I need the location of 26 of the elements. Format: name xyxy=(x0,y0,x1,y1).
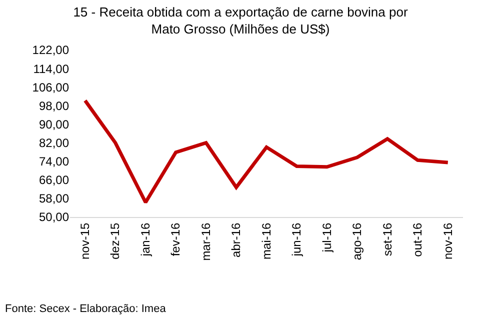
y-tick-label: 66,00 xyxy=(38,173,70,188)
y-tick-label: 58,00 xyxy=(38,192,70,206)
x-tick-label: jun-16 xyxy=(290,222,304,258)
y-tick-label: 106,00 xyxy=(32,80,70,94)
y-tick-label: 114,00 xyxy=(33,62,70,76)
y-tick-label: 90,00 xyxy=(38,117,70,132)
y-tick-label: 82,00 xyxy=(38,136,70,150)
x-tick-label: jul-16 xyxy=(320,222,334,254)
x-tick-label: abr-16 xyxy=(229,222,244,258)
x-tick-label: ago-16 xyxy=(350,222,364,260)
line-series xyxy=(83,98,450,204)
x-tick-label: jan-16 xyxy=(138,222,152,258)
x-tick-label: set-16 xyxy=(380,222,394,256)
y-tick-label: 50,00 xyxy=(38,210,70,224)
chart-title: 15 - Receita obtida com a exportação de carne bovina por Mato Grosso (Milhões de US$) xyxy=(73,4,408,36)
x-tick-label: out-16 xyxy=(410,222,425,257)
x-tick-label: dez-15 xyxy=(108,222,122,260)
x-tick-label: nov-15 xyxy=(78,222,92,260)
x-tick-label: mar-16 xyxy=(198,222,213,261)
source-note: Fonte: Secex - Elaboração: Imea xyxy=(5,303,167,315)
y-tick-label: 98,00 xyxy=(38,98,70,113)
y-tick-label: 74,00 xyxy=(38,154,70,169)
x-tick-label: mai-16 xyxy=(259,222,274,260)
y-tick-label: 122,00 xyxy=(32,43,70,58)
x-tick-label: fev-16 xyxy=(168,222,183,256)
x-tick-label: nov-16 xyxy=(440,222,455,260)
